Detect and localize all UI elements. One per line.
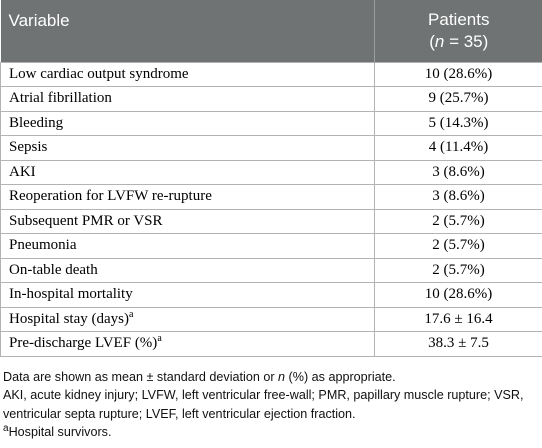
row-value: 2 (5.7%): [374, 257, 542, 283]
table-row: Subsequent PMR or VSR 2 (5.7%): [0, 208, 542, 234]
row-variable: Pre-discharge LVEF (%)a: [0, 331, 375, 357]
row-value: 2 (5.7%): [374, 233, 542, 259]
variable-label: AKI: [9, 163, 36, 180]
footnote-mark: a: [3, 422, 9, 434]
row-value: 10 (28.6%): [374, 61, 542, 87]
variable-label: Hospital stay (days): [9, 310, 129, 327]
row-variable: Atrial fibrillation: [0, 86, 375, 112]
table-row: Bleeding 5 (14.3%): [0, 110, 542, 136]
row-variable: Hospital stay (days)a: [0, 306, 375, 332]
variable-label: Sepsis: [9, 139, 48, 156]
footnote-text: Hospital survivors.: [8, 424, 112, 439]
row-variable: Reoperation for LVFW re-rupture: [0, 184, 375, 210]
row-variable: Sepsis: [0, 135, 375, 161]
table-row: On-table death 2 (5.7%): [0, 257, 542, 283]
table-header-row: Variable Patients (n = 35): [0, 0, 542, 62]
header-patients: Patients (n = 35): [375, 0, 542, 62]
row-value: 17.6 ± 16.4: [374, 306, 542, 332]
header-patients-label: Patients: [428, 10, 490, 29]
table-row: Low cardiac output syndrome 10 (28.6%): [0, 61, 542, 87]
row-variable: On-table death: [0, 257, 375, 283]
variable-label: Subsequent PMR or VSR: [9, 212, 163, 229]
variable-label: Reoperation for LVFW re-rupture: [9, 188, 212, 205]
footnote-mark: a: [157, 333, 162, 345]
row-value: 38.3 ± 7.5: [374, 331, 542, 357]
table-notes: Data are shown as mean ± standard deviat…: [3, 368, 539, 441]
note-abbreviations: AKI, acute kidney injury; LVFW, left ven…: [3, 388, 524, 421]
variable-label: Bleeding: [9, 114, 64, 131]
table-row: AKI 3 (8.6%): [0, 159, 542, 185]
row-variable: Pneumonia: [0, 233, 375, 259]
table-row: Reoperation for LVFW re-rupture 3 (8.6%): [0, 184, 542, 210]
note-text: (%) as appropriate.: [285, 370, 396, 384]
variable-label: Pneumonia: [9, 237, 77, 254]
header-n-value: = 35): [444, 32, 489, 51]
outcomes-table: Variable Patients (n = 35) Low cardiac o…: [0, 0, 542, 357]
row-value: 3 (8.6%): [374, 184, 542, 210]
row-value: 10 (28.6%): [374, 282, 542, 308]
header-paren-open: (: [429, 32, 435, 51]
variable-label: On-table death: [9, 261, 98, 278]
variable-label: In-hospital mortality: [9, 286, 133, 303]
row-value: 4 (11.4%): [374, 135, 542, 161]
table-row: Sepsis 4 (11.4%): [0, 135, 542, 161]
variable-label: Low cardiac output syndrome: [9, 65, 189, 82]
note-text: Data are shown as mean ± standard deviat…: [3, 370, 279, 384]
table-row: Hospital stay (days)a 17.6 ± 16.4: [0, 306, 542, 332]
note-data-format: Data are shown as mean ± standard deviat…: [3, 368, 539, 386]
row-value: 5 (14.3%): [374, 110, 542, 136]
header-variable: Variable: [0, 0, 375, 62]
table-row: Pneumonia 2 (5.7%): [0, 233, 542, 259]
row-value: 9 (25.7%): [374, 86, 542, 112]
footnote-mark: a: [128, 308, 134, 320]
header-n-symbol: n: [434, 32, 445, 51]
row-variable: In-hospital mortality: [0, 282, 375, 308]
row-variable: Low cardiac output syndrome: [0, 61, 375, 87]
table-row: Pre-discharge LVEF (%)a 38.3 ± 7.5: [0, 331, 542, 357]
note-n-symbol: n: [278, 370, 286, 384]
row-value: 2 (5.7%): [374, 208, 542, 234]
table-row: In-hospital mortality 10 (28.6%): [0, 282, 542, 308]
row-variable: Subsequent PMR or VSR: [0, 208, 375, 234]
row-variable: AKI: [0, 159, 375, 185]
row-value: 3 (8.6%): [374, 159, 542, 185]
table-row: Atrial fibrillation 9 (25.7%): [0, 86, 542, 112]
note-footnote: aHospital survivors.: [3, 423, 539, 441]
variable-label: Atrial fibrillation: [9, 90, 112, 107]
row-variable: Bleeding: [0, 110, 375, 136]
variable-label: Pre-discharge LVEF (%): [9, 335, 158, 352]
